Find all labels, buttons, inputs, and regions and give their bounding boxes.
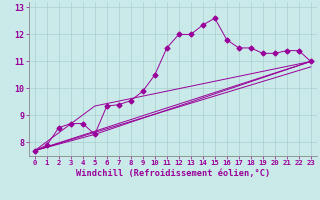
- X-axis label: Windchill (Refroidissement éolien,°C): Windchill (Refroidissement éolien,°C): [76, 169, 270, 178]
